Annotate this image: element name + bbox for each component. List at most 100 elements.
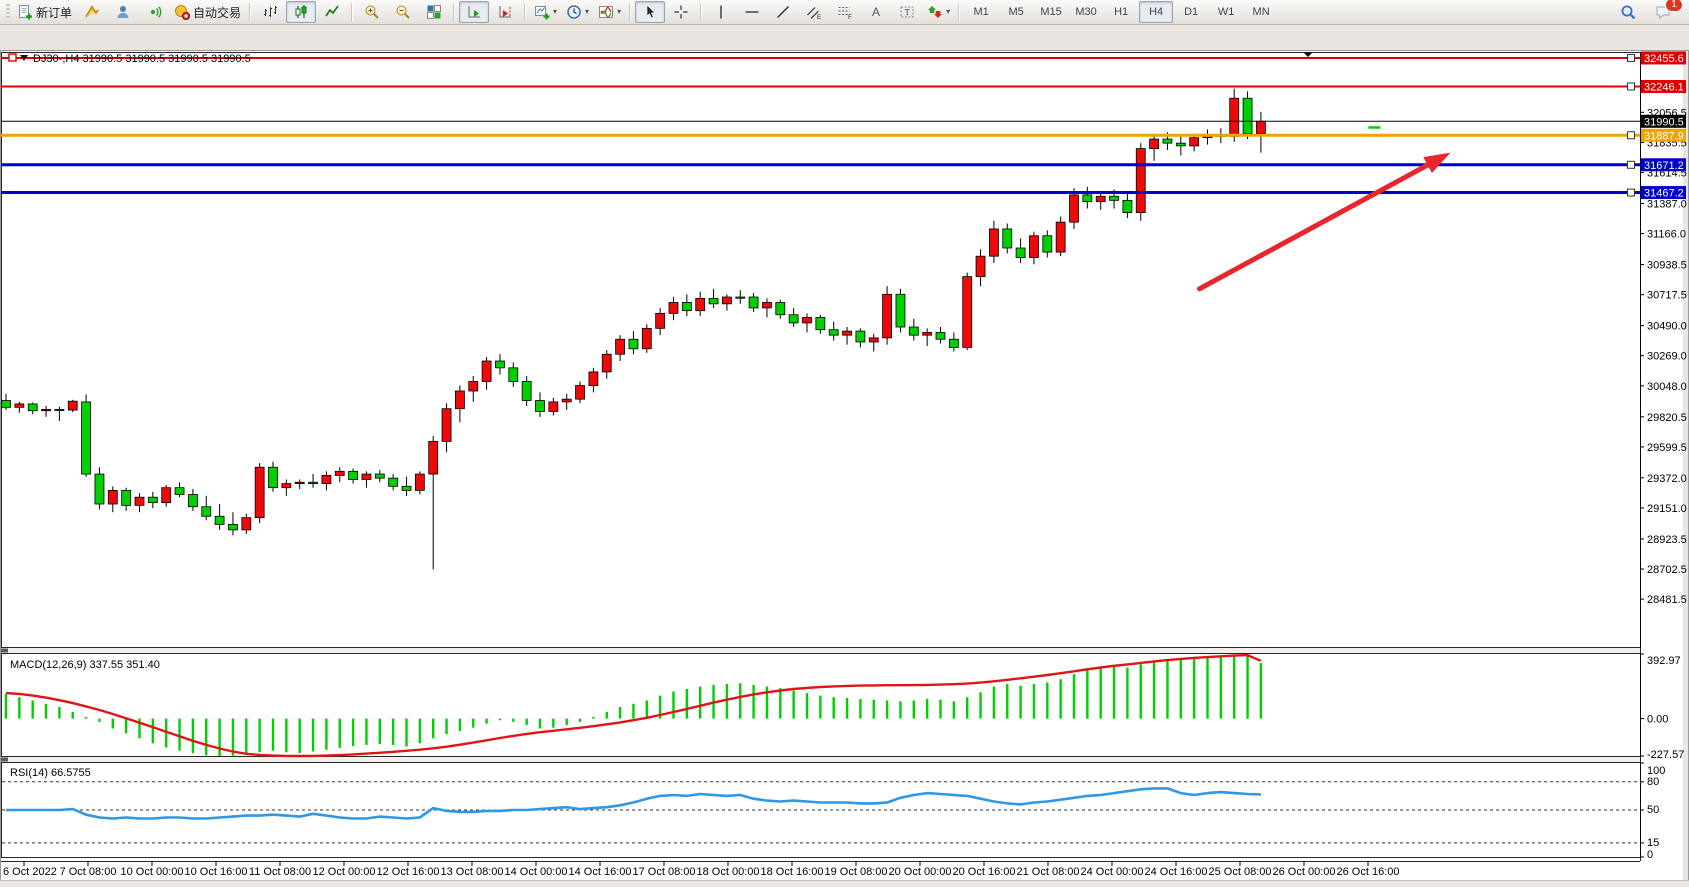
price-badge-label: 32455.6 bbox=[1644, 53, 1684, 65]
chart-shift-button[interactable] bbox=[490, 1, 520, 23]
text-button[interactable]: A bbox=[861, 1, 891, 23]
fibonacci-button[interactable]: F bbox=[830, 1, 860, 23]
object-anchor-square[interactable] bbox=[8, 53, 17, 62]
price-axis-tick: 29820.5 bbox=[1647, 412, 1687, 424]
line-chart-button[interactable] bbox=[317, 1, 347, 23]
bar-chart-button[interactable] bbox=[255, 1, 285, 23]
price-badge bbox=[1641, 114, 1686, 128]
search-button[interactable] bbox=[1613, 1, 1643, 23]
timeframe-m30-button[interactable]: M30 bbox=[1069, 1, 1103, 23]
timeframe-mn-button[interactable]: MN bbox=[1244, 1, 1278, 23]
toolbar-separator bbox=[249, 3, 252, 21]
timeframe-label: H1 bbox=[1114, 6, 1129, 18]
timeframe-label: M1 bbox=[973, 6, 989, 18]
indicators-button[interactable]: ▾ bbox=[594, 1, 625, 23]
profiles-button[interactable]: ▾ bbox=[562, 1, 593, 23]
line-handle bbox=[1627, 53, 1635, 62]
timeframe-m1-button[interactable]: M1 bbox=[964, 1, 998, 23]
price-axis-tick: 29599.5 bbox=[1647, 442, 1687, 454]
time-axis-tick: 6 Oct 2022 bbox=[3, 866, 57, 878]
arrows-button[interactable]: ▾ bbox=[923, 1, 954, 23]
time-axis-tick: 24 Oct 16:00 bbox=[1145, 866, 1208, 878]
symbol-info-line[interactable]: DJ30-,H4 31990.5 31990.5 31990.5 31990.5 bbox=[33, 53, 251, 65]
time-axis-tick: 26 Oct 16:00 bbox=[1337, 866, 1400, 878]
arrows-dropdown-caret[interactable]: ▾ bbox=[946, 7, 951, 16]
timeframe-w1-button[interactable]: W1 bbox=[1209, 1, 1243, 23]
timeframe-label: MN bbox=[1252, 6, 1270, 18]
horizontal-line-button[interactable] bbox=[737, 1, 767, 23]
notifications-button[interactable]: 1 bbox=[1649, 0, 1683, 23]
timeframe-m15-button[interactable]: M15 bbox=[1034, 1, 1068, 23]
chart-menu-caret-icon[interactable] bbox=[1303, 52, 1313, 57]
bar-chart-icon bbox=[264, 6, 278, 17]
timeframe-h4-button[interactable]: H4 bbox=[1139, 1, 1174, 23]
rsi-axis-tick: 80 bbox=[1647, 776, 1659, 788]
toolbar-separator bbox=[453, 3, 456, 21]
price-axis-tick: 30490.0 bbox=[1647, 321, 1687, 333]
chart-window[interactable]: DJ30-,H4 31990.5 31990.5 31990.5 31990.5… bbox=[0, 25, 1689, 887]
indicators-dropdown-caret[interactable]: ▾ bbox=[617, 7, 622, 16]
candlestick-chart-button[interactable] bbox=[286, 1, 317, 23]
line-handle bbox=[1627, 160, 1635, 169]
profiles-dropdown-caret[interactable]: ▾ bbox=[585, 7, 590, 16]
market-watch-button[interactable] bbox=[139, 1, 169, 23]
crosshair-icon bbox=[674, 5, 688, 19]
price-badge bbox=[1641, 51, 1686, 65]
auto-scroll-button[interactable] bbox=[459, 1, 490, 23]
profile-button[interactable] bbox=[108, 1, 138, 23]
trendline-button[interactable] bbox=[768, 1, 798, 23]
time-axis-tick: 25 Oct 08:00 bbox=[1209, 866, 1272, 878]
text-icon: A bbox=[872, 5, 880, 19]
zoom-out-button[interactable] bbox=[388, 1, 418, 23]
toolbar-grip[interactable] bbox=[6, 4, 10, 20]
tile-windows-button[interactable] bbox=[419, 1, 449, 23]
time-axis-tick: 17 Oct 08:00 bbox=[633, 866, 696, 878]
pane-splitter[interactable] bbox=[1, 648, 1640, 653]
new-order-label: 新订单 bbox=[36, 5, 73, 20]
timeframe-label: M15 bbox=[1040, 6, 1062, 18]
timeframe-h1-button[interactable]: H1 bbox=[1104, 1, 1138, 23]
timeframe-m5-button[interactable]: M5 bbox=[999, 1, 1033, 23]
main-toolbar: 新订单 自动交易 bbox=[0, 0, 1689, 25]
rsi-label: RSI(14) 66.5755 bbox=[10, 767, 91, 779]
expand-caret-icon[interactable] bbox=[20, 55, 28, 61]
chart-window-button[interactable] bbox=[77, 1, 107, 23]
time-axis-tick: 20 Oct 00:00 bbox=[889, 866, 952, 878]
trend-arrow[interactable] bbox=[1196, 159, 1436, 292]
time-axis-tick: 11 Oct 08:00 bbox=[249, 866, 311, 878]
time-axis-tick: 12 Oct 00:00 bbox=[313, 866, 376, 878]
price-badge bbox=[1641, 186, 1686, 200]
line-handle bbox=[1627, 131, 1635, 140]
bar-open-marker bbox=[1368, 126, 1381, 129]
svg-text:A: A bbox=[872, 5, 880, 19]
rsi-axis-tick: 0 bbox=[1647, 849, 1653, 861]
pane-splitter[interactable] bbox=[1, 757, 1640, 762]
new-order-icon bbox=[19, 5, 32, 20]
equidistant-channel-button[interactable]: E bbox=[799, 1, 829, 23]
price-badge-label: 31467.2 bbox=[1644, 188, 1684, 200]
arrows-icon bbox=[928, 6, 943, 18]
time-axis-tick: 20 Oct 16:00 bbox=[953, 866, 1016, 878]
horizontal-line-icon bbox=[745, 11, 759, 13]
profile-icon bbox=[117, 6, 129, 18]
new-chart-dropdown-caret[interactable]: ▾ bbox=[553, 7, 558, 16]
zoom-in-button[interactable] bbox=[357, 1, 387, 23]
time-axis-tick: 7 Oct 08:00 bbox=[60, 866, 117, 878]
price-axis-tick: 29151.0 bbox=[1647, 503, 1687, 515]
cursor-button[interactable] bbox=[635, 1, 666, 23]
timeframe-label: W1 bbox=[1217, 6, 1235, 18]
timeframe-d1-button[interactable]: D1 bbox=[1174, 1, 1208, 23]
text-label-button[interactable]: T bbox=[892, 1, 922, 23]
new-chart-button[interactable]: ▾ bbox=[530, 1, 561, 23]
auto-trading-button[interactable]: 自动交易 bbox=[170, 1, 245, 23]
price-chart[interactable]: DJ30-,H4 31990.5 31990.5 31990.5 31990.5… bbox=[0, 25, 1689, 887]
time-axis-tick: 10 Oct 16:00 bbox=[185, 866, 248, 878]
macd-label: MACD(12,26,9) 337.55 351.40 bbox=[10, 659, 160, 671]
price-axis-tick: 28481.5 bbox=[1647, 594, 1687, 606]
vertical-line-button[interactable] bbox=[706, 1, 736, 23]
crosshair-button[interactable] bbox=[666, 1, 696, 23]
time-axis-tick: 18 Oct 00:00 bbox=[697, 866, 760, 878]
auto-scroll-icon bbox=[468, 6, 481, 18]
line-handle bbox=[1627, 82, 1635, 91]
new-order-button[interactable]: 新订单 bbox=[13, 1, 76, 23]
